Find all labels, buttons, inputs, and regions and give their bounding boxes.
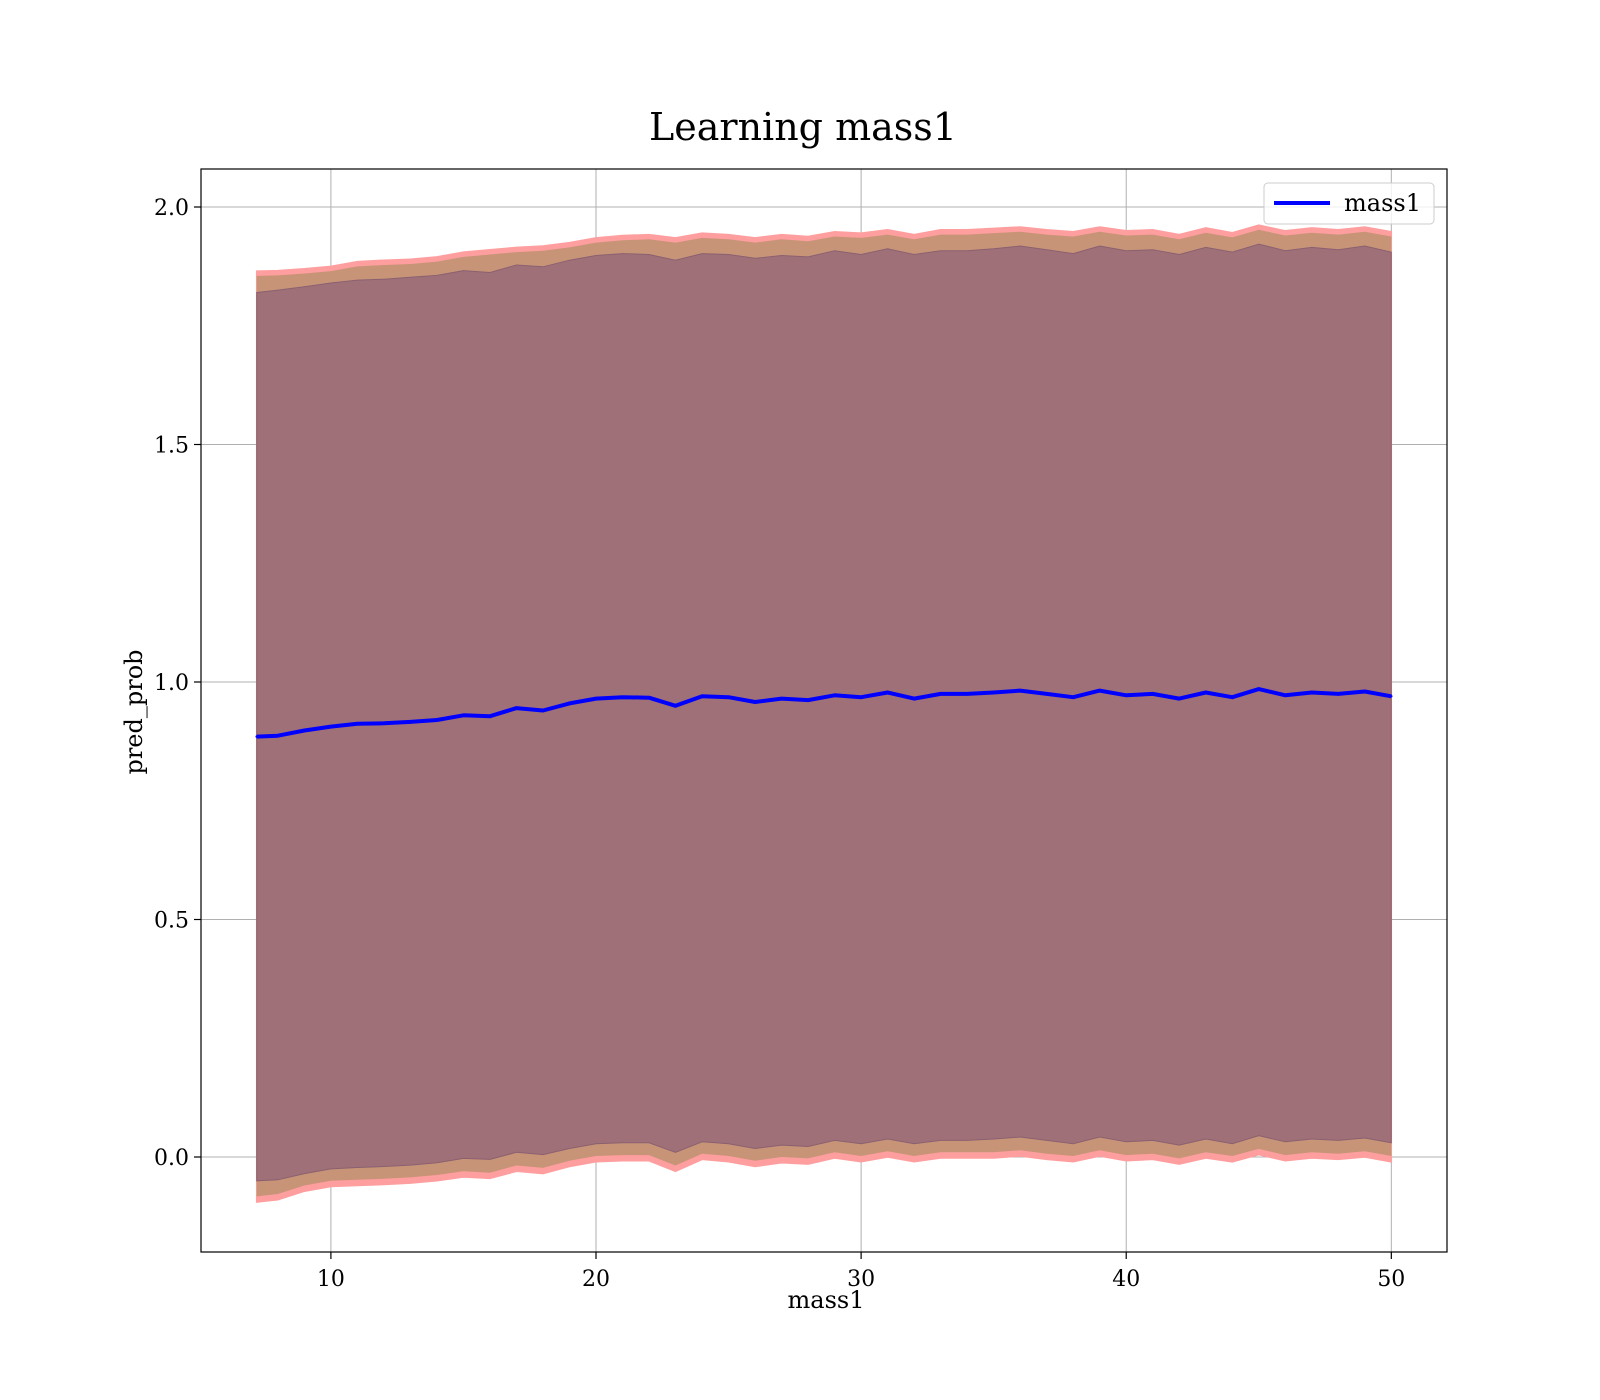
data-point — [1257, 687, 1260, 691]
y-tick-label: 0.0 — [154, 1146, 189, 1171]
series-line-mass1 — [256, 687, 1392, 739]
data-point — [965, 692, 969, 696]
data-point — [780, 697, 783, 700]
data-point — [674, 704, 677, 707]
x-tick-label: 50 — [1377, 1267, 1405, 1292]
data-point — [1390, 695, 1393, 698]
data-point — [1178, 697, 1181, 700]
data-point — [382, 722, 386, 725]
axes-frame — [200, 168, 1448, 1253]
data-point — [594, 697, 598, 700]
x-tick-label: 40 — [1112, 1267, 1140, 1292]
y-tick-label: 0.5 — [154, 909, 189, 934]
data-point — [356, 722, 359, 725]
y-tick-label: 1.5 — [154, 434, 189, 459]
chart-title: Learning mass1 — [649, 105, 957, 149]
data-point — [1045, 692, 1048, 696]
x-axis-label: mass1 — [788, 1286, 865, 1314]
data-point — [409, 720, 412, 724]
data-point — [488, 715, 492, 718]
data-point — [1363, 690, 1367, 693]
data-point — [1284, 694, 1287, 697]
data-point — [1072, 696, 1075, 699]
data-point — [992, 691, 995, 694]
y-axis-label: pred_prob — [120, 649, 148, 774]
data-point — [1337, 692, 1340, 696]
data-point — [647, 696, 651, 699]
data-point — [1231, 696, 1234, 699]
data-point — [568, 702, 571, 705]
data-point — [939, 692, 942, 696]
data-point — [515, 706, 518, 710]
data-point — [833, 694, 836, 697]
data-point — [621, 696, 624, 699]
data-point — [1018, 689, 1022, 692]
data-point — [1125, 694, 1128, 697]
data-point — [1310, 691, 1313, 694]
data-point — [753, 700, 757, 704]
data-point — [255, 735, 258, 738]
x-tick-label: 30 — [847, 1267, 875, 1292]
data-point — [435, 718, 439, 722]
data-point — [700, 695, 704, 698]
y-tick-label: 2.0 — [154, 196, 189, 221]
data-point — [1204, 691, 1207, 694]
data-point — [727, 696, 730, 699]
data-point — [806, 698, 810, 702]
data-point — [912, 697, 916, 700]
legend-label-mass1: mass1 — [1344, 189, 1421, 217]
data-point — [1151, 692, 1154, 696]
data-point — [462, 714, 465, 717]
data-point — [859, 696, 863, 699]
legend: mass1 — [1263, 182, 1435, 225]
confidence-band-inner — [256, 243, 1392, 1182]
x-tick-label: 20 — [582, 1267, 610, 1292]
data-point — [276, 734, 280, 737]
data-point — [329, 725, 333, 728]
plot-area: 10 20 30 40 50 0.0 0.5 1.0 1.5 2.0 — [154, 168, 1448, 1292]
data-point — [541, 709, 545, 712]
legend-frame — [1263, 182, 1435, 225]
data-point — [886, 691, 889, 694]
y-tick-label: 1.0 — [154, 671, 189, 696]
data-point — [303, 729, 306, 732]
x-tick-label: 10 — [317, 1267, 345, 1292]
data-point — [1098, 689, 1101, 692]
